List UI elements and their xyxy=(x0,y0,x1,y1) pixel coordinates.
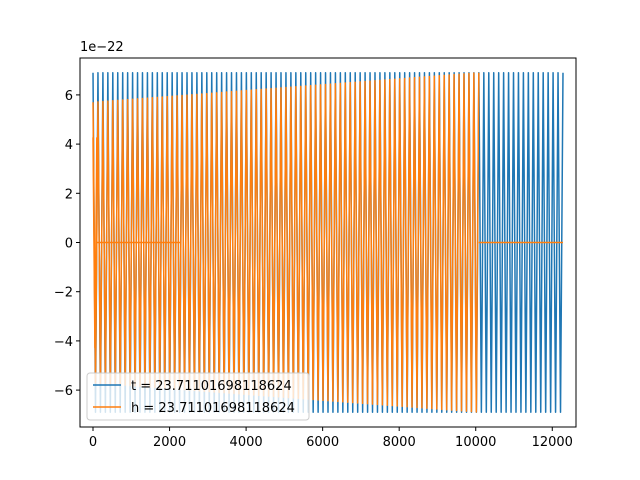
legend-box xyxy=(86,372,310,421)
y-tick-label-4: 2 xyxy=(65,187,73,202)
y-tick-label-6: 6 xyxy=(65,89,73,104)
x-tick-label-5: 10000 xyxy=(455,435,496,450)
y-tick-label-0: −6 xyxy=(54,384,73,399)
legend-label-t: t = 23.71101698118624 xyxy=(131,379,292,394)
legend: t = 23.71101698118624 h = 23.71101698118… xyxy=(86,372,310,421)
x-tick-label-0: 0 xyxy=(89,435,97,450)
y-tick-label-3: 0 xyxy=(65,237,73,252)
x-tick-label-2: 4000 xyxy=(230,435,263,450)
x-tick-label-1: 2000 xyxy=(153,435,186,450)
x-tick-label-4: 8000 xyxy=(383,435,416,450)
axis-ticks: 0 2000 4000 6000 8000 10000 12000 −6 −4 −2 0 2 4 6 xyxy=(54,89,573,450)
y-offset-label: 1e−22 xyxy=(80,40,124,55)
y-tick-label-1: −4 xyxy=(54,335,73,350)
x-tick-label-6: 12000 xyxy=(532,435,573,450)
legend-label-h: h = 23.71101698118624 xyxy=(131,401,295,416)
x-tick-label-3: 6000 xyxy=(306,435,339,450)
y-tick-label-5: 4 xyxy=(65,138,73,153)
series-line-1-segment-2 xyxy=(92,72,480,413)
plot-area xyxy=(92,72,564,413)
y-tick-label-2: −2 xyxy=(54,286,73,301)
